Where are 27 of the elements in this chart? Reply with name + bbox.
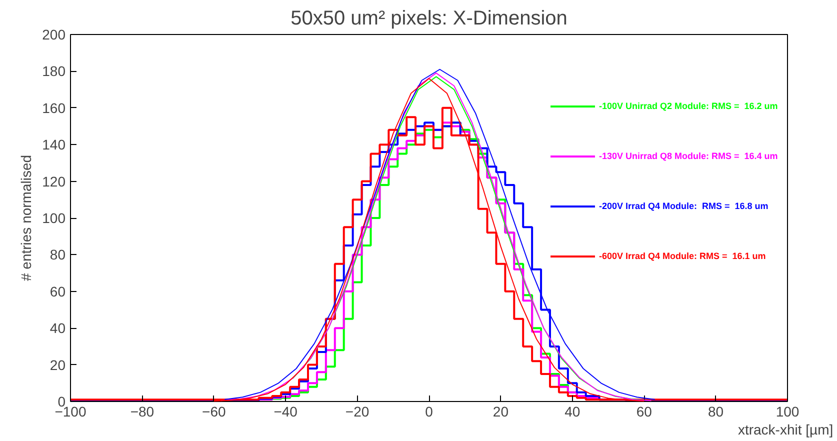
legend-label: -200V Irrad Q4 Module: RMS = 16.8 um bbox=[599, 201, 768, 211]
x-tick-label: −20 bbox=[345, 404, 370, 420]
y-tick-label: 200 bbox=[42, 26, 66, 42]
x-tick-label: 0 bbox=[425, 404, 434, 420]
y-tick-label: 60 bbox=[50, 283, 66, 300]
x-axis-title: xtrack-xhit [µm] bbox=[738, 422, 834, 438]
legend-label: -130V Unirrad Q8 Module: RMS = 16.4 um bbox=[599, 151, 778, 161]
chart-title: 50x50 um² pixels: X-Dimension bbox=[290, 8, 568, 30]
y-tick-label: 40 bbox=[50, 320, 66, 336]
x-tick-label: 20 bbox=[492, 404, 509, 420]
y-tick-label: 80 bbox=[50, 246, 66, 263]
x-tick-label: 80 bbox=[708, 404, 724, 420]
y-tick-label: 140 bbox=[42, 136, 66, 153]
x-tick-label: −40 bbox=[274, 404, 298, 420]
x-tick-label: −80 bbox=[130, 404, 154, 420]
legend-label: -600V Irrad Q4 Module: RMS = 16.1 um bbox=[599, 251, 766, 261]
x-tick-label: 60 bbox=[636, 404, 652, 420]
y-tick-label: 160 bbox=[42, 100, 66, 116]
legend-label: -100V Unirrad Q2 Module: RMS = 16.2 um bbox=[599, 101, 778, 111]
x-tick-label: −60 bbox=[202, 404, 226, 420]
x-tick-label: 100 bbox=[776, 404, 800, 420]
y-tick-label: 20 bbox=[50, 356, 66, 373]
x-tick-label: 40 bbox=[564, 404, 580, 420]
y-tick-label: 120 bbox=[42, 173, 66, 190]
y-tick-label: 180 bbox=[42, 63, 66, 80]
y-tick-label: 100 bbox=[42, 210, 66, 226]
y-axis-title: # entries normalised bbox=[18, 154, 34, 282]
